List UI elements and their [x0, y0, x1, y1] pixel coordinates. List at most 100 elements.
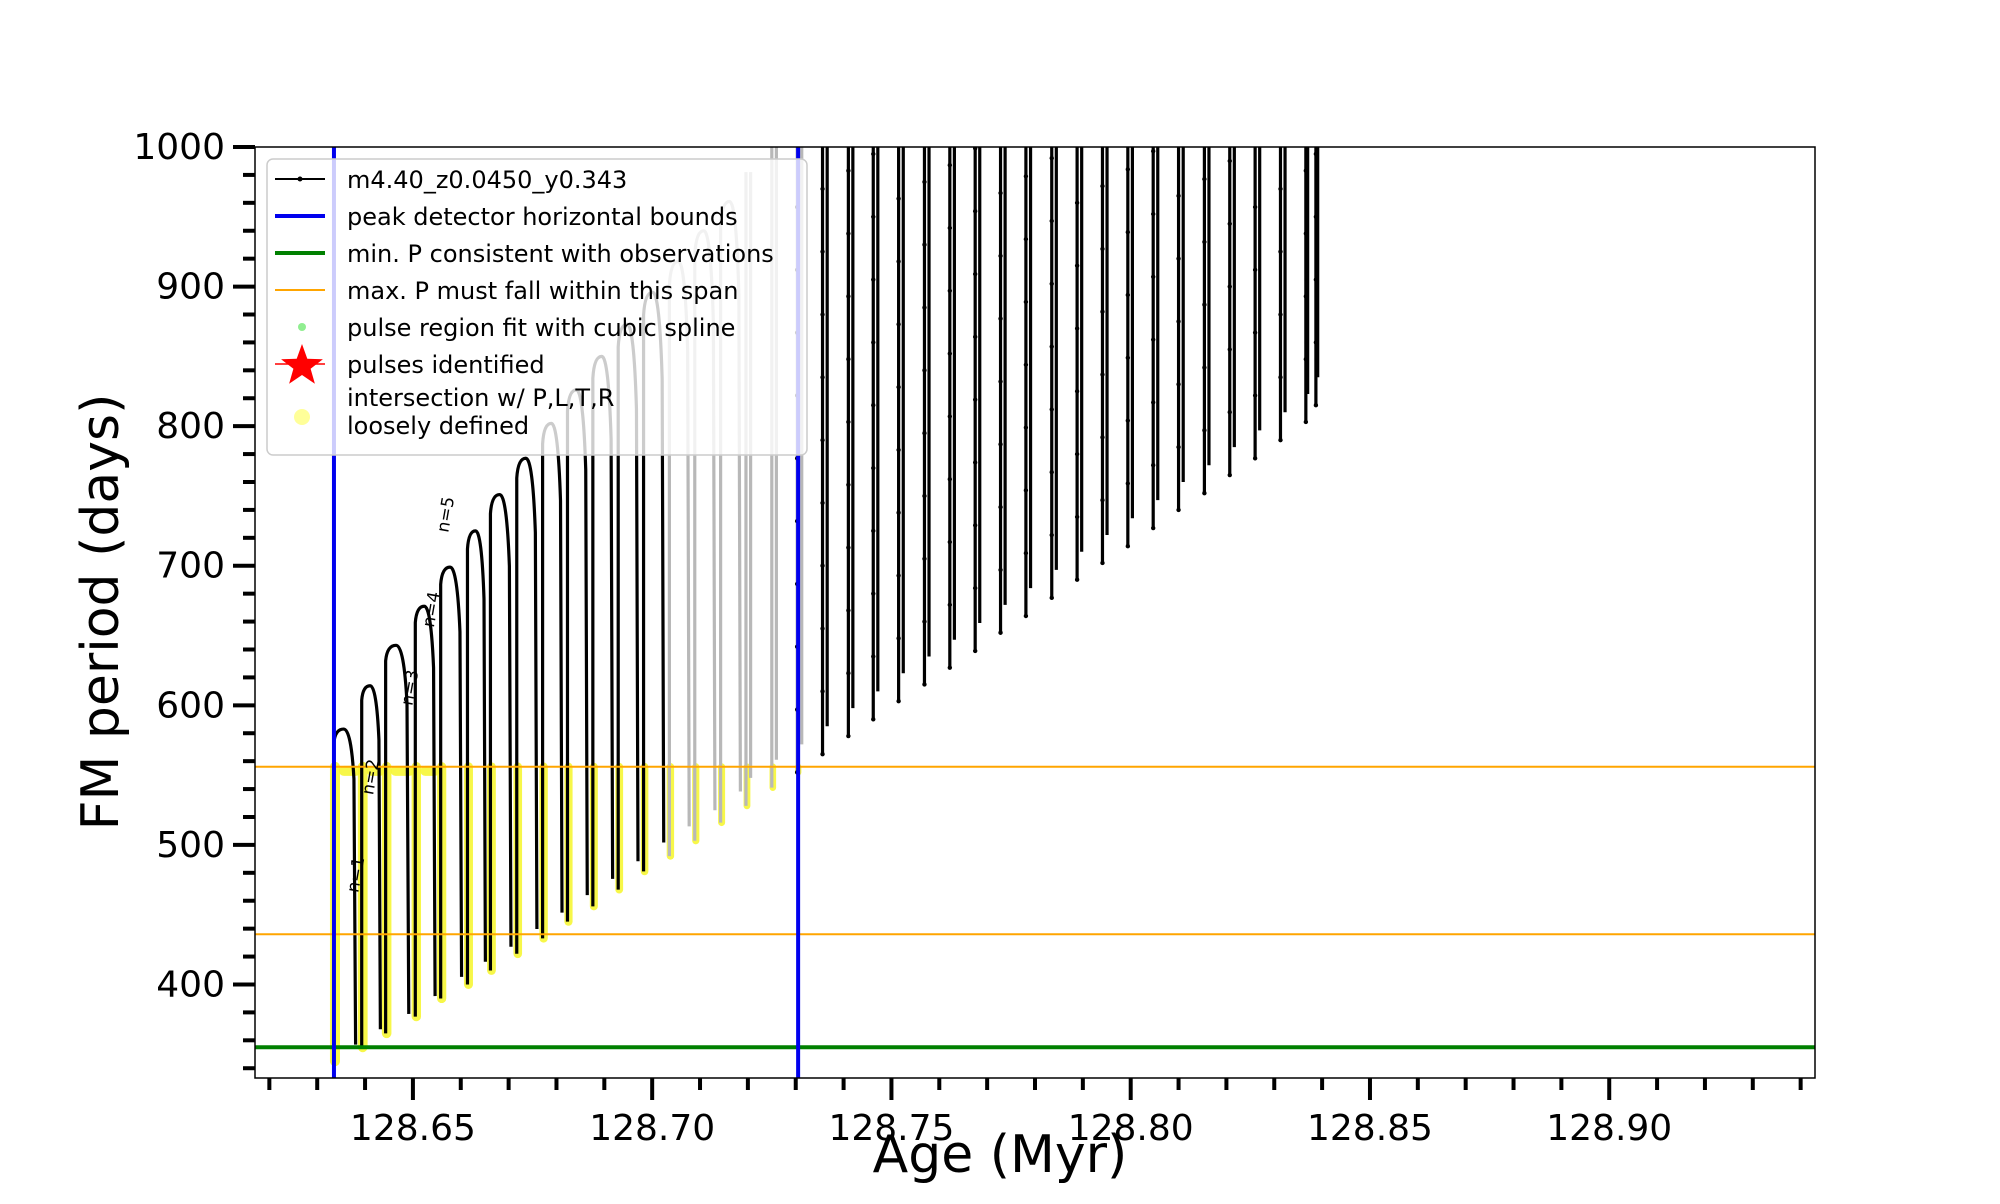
series-marker-21: [846, 356, 851, 362]
series-marker-20: [820, 186, 825, 192]
series-marker-21: [846, 608, 851, 613]
series-marker-20: [820, 500, 825, 506]
x-tick-label: 128.70: [589, 1108, 715, 1149]
series-marker-30: [1074, 577, 1080, 582]
series-marker-29: [1049, 595, 1054, 601]
series-marker-20: [820, 626, 825, 631]
series-marker-28: [1023, 174, 1029, 179]
series-marker-22: [871, 403, 876, 408]
series-marker-23: [896, 384, 901, 390]
series-marker-33: [1150, 274, 1156, 280]
pulse-curve-7: [488, 492, 513, 971]
series-marker-32: [1125, 292, 1131, 298]
series-marker-23: [896, 447, 901, 453]
series-marker-26: [972, 648, 978, 654]
pulse-curve-8: [515, 456, 539, 954]
x-tick-label: 128.90: [1546, 1108, 1672, 1149]
series-marker-35: [1202, 428, 1207, 433]
series-marker-22: [871, 465, 876, 471]
series-marker-38: [1278, 249, 1283, 254]
series-marker-38: [1278, 186, 1283, 192]
series-marker-29: [1049, 218, 1054, 224]
legend-label-line: peak detector horizontal bounds: [347, 203, 738, 231]
series-marker-28: [1023, 550, 1029, 556]
series-marker-27: [998, 630, 1003, 635]
pulse-curve-38: [1278, 147, 1287, 441]
series-marker-29: [1049, 155, 1054, 161]
series-marker-31: [1100, 435, 1105, 440]
series-marker-28: [1023, 299, 1029, 305]
pulse-curve-2: [360, 684, 382, 1048]
series-marker-26: [972, 460, 978, 465]
series-marker-21: [846, 231, 851, 236]
series-marker-23: [896, 510, 901, 515]
series-marker-22: [871, 277, 876, 282]
series-marker-20: [820, 312, 825, 317]
series-marker-36: [1227, 472, 1232, 478]
pulse-curve-22: [871, 147, 880, 720]
series-marker-40: [1313, 214, 1319, 219]
series-marker-22: [871, 340, 876, 345]
axis-layer: 400 500 600 700 800 900 1000 128.65 128.70 128.75…: [133, 127, 1816, 1149]
series-marker-25: [947, 162, 953, 168]
series-marker-22: [871, 214, 876, 219]
series-marker-40: [1313, 403, 1319, 408]
series-marker-31: [1100, 497, 1105, 503]
series-marker-24: [922, 619, 927, 624]
series-marker-24: [922, 179, 927, 185]
series-marker-25: [947, 539, 953, 545]
series-marker-25: [947, 665, 953, 670]
series-marker-36: [1227, 410, 1232, 415]
pulse-curve-21: [846, 147, 855, 737]
series-marker-35: [1202, 176, 1207, 182]
series-marker-29: [1049, 281, 1054, 286]
series-marker-28: [1023, 425, 1029, 430]
series-marker-30: [1074, 514, 1080, 520]
pulse-curve-28: [1024, 147, 1033, 616]
x-tick-label: 128.75: [828, 1108, 954, 1149]
series-marker-25: [947, 602, 953, 608]
series-marker-39: [1303, 419, 1309, 425]
series-marker-27: [998, 442, 1003, 447]
series-marker-38: [1278, 312, 1283, 317]
series-marker-21: [846, 482, 851, 487]
series-marker-28: [1023, 613, 1029, 619]
series-markers: [794, 147, 1319, 775]
series-marker-23: [896, 322, 901, 327]
series-marker-30: [1074, 200, 1080, 206]
series-marker-25: [947, 351, 953, 356]
series-marker-33: [1150, 400, 1156, 405]
series-marker-35: [1202, 302, 1207, 307]
series-marker-28: [1023, 236, 1029, 242]
pulse-curve-30: [1075, 147, 1084, 580]
series-marker-20: [820, 249, 825, 254]
series-marker-36: [1227, 221, 1232, 226]
series-marker-27: [998, 379, 1003, 384]
series-marker-24: [922, 305, 927, 310]
series-marker-29: [1049, 344, 1054, 349]
legend-label-line: max. P must fall within this span: [347, 277, 738, 305]
series-marker-37: [1252, 393, 1258, 398]
series-marker-20: [820, 751, 825, 757]
series-marker-32: [1125, 418, 1131, 423]
series-marker-34: [1176, 382, 1181, 387]
series-marker-28: [1023, 362, 1029, 367]
series-marker-21: [846, 168, 851, 173]
pulse-curve-5: [439, 565, 464, 999]
series-marker-37: [1252, 204, 1258, 210]
series-marker-30: [1074, 263, 1080, 268]
series-marker-33: [1150, 148, 1156, 154]
series-marker-30: [1074, 451, 1080, 457]
legend-box: [266, 158, 808, 456]
series-marker-27: [998, 567, 1003, 573]
y-tick-label: 800: [156, 406, 225, 447]
series-marker-31: [1100, 309, 1105, 314]
series-marker-28: [1023, 488, 1029, 493]
pulse-curve-39: [1304, 147, 1310, 422]
legend-label-line: pulses identified: [347, 351, 545, 379]
x-tick-label: 128.65: [350, 1108, 476, 1149]
series-marker-32: [1125, 167, 1131, 172]
series-marker-29: [1049, 407, 1054, 412]
